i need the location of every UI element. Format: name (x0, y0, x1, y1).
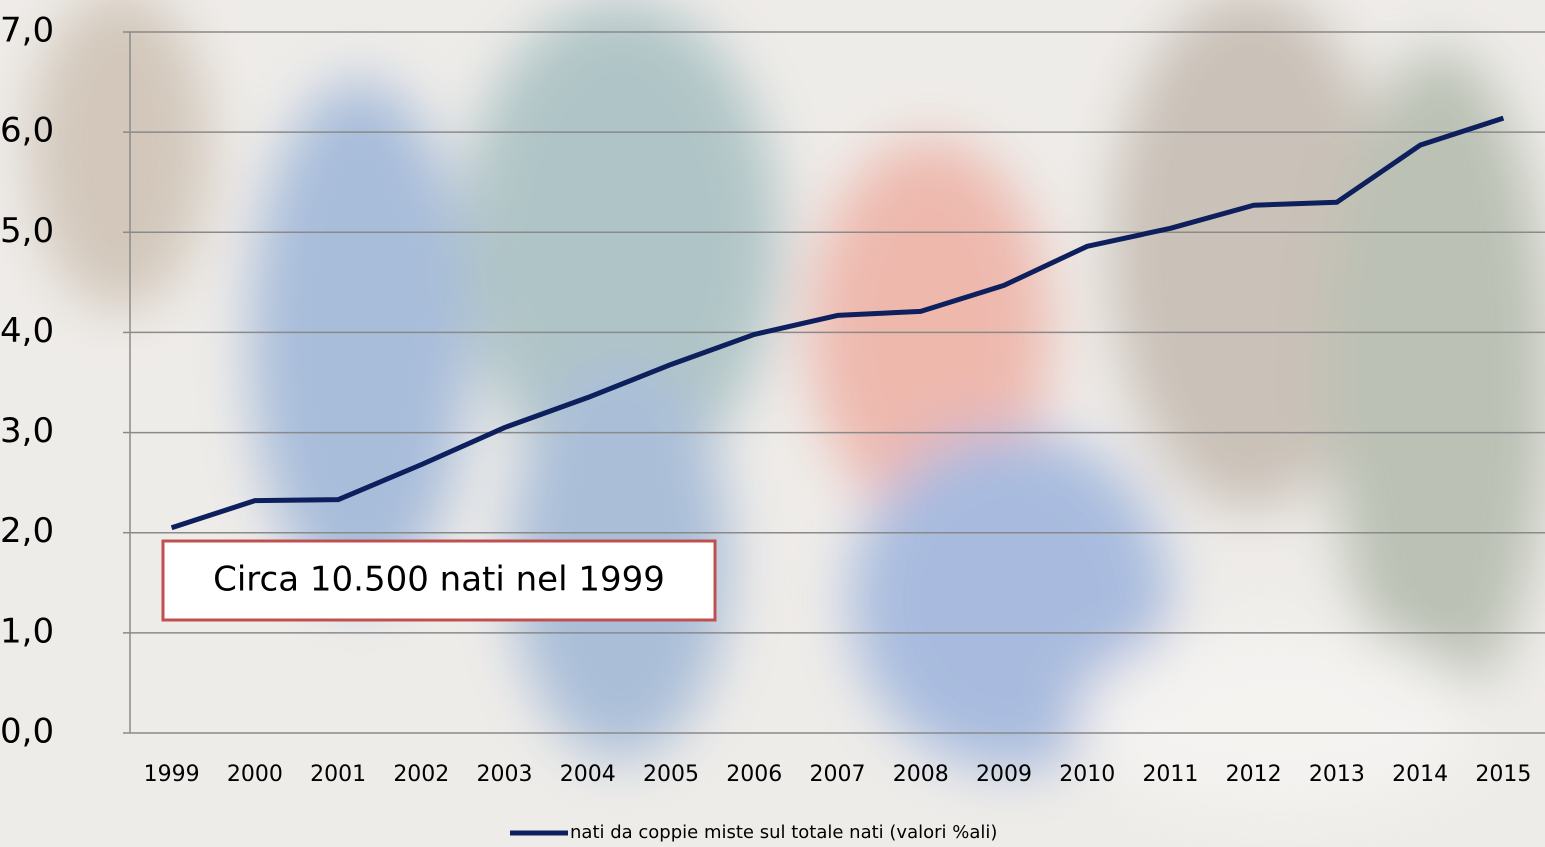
x-tick-label: 2004 (560, 762, 616, 787)
x-tick-label: 2003 (477, 762, 533, 787)
annotation: Circa 10.500 nati nel 1999 (213, 560, 665, 600)
x-tick-label: 2011 (1142, 762, 1198, 787)
legend-label: nati da coppie miste sul totale nati (va… (570, 822, 997, 843)
x-tick-label: 2006 (726, 762, 782, 787)
x-tick-label: 2015 (1475, 762, 1531, 787)
y-tick-label: 7,0 (0, 11, 54, 51)
x-tick-label: 2007 (810, 762, 866, 787)
x-tick-label: 1999 (144, 762, 200, 787)
x-tick-label: 2001 (310, 762, 366, 787)
y-tick-label: 5,0 (0, 211, 54, 251)
x-tick-label: 2013 (1309, 762, 1365, 787)
y-tick-label: 1,0 (0, 611, 54, 651)
x-tick-label: 2012 (1226, 762, 1282, 787)
annotation-box (161, 539, 717, 622)
y-tick-label: 4,0 (0, 311, 54, 351)
x-tick-label: 2005 (643, 762, 699, 787)
x-tick-label: 2002 (393, 762, 449, 787)
y-tick-label: 0,0 (0, 712, 54, 752)
series-line (170, 115, 1505, 531)
y-tick-label: 6,0 (0, 111, 54, 151)
x-tick-label: 2000 (227, 762, 283, 787)
y-tick-label: 2,0 (0, 511, 54, 551)
y-tick-label: 3,0 (0, 411, 54, 451)
x-tick-label: 2014 (1392, 762, 1448, 787)
x-tick-label: 2008 (893, 762, 949, 787)
x-tick-label: 2009 (976, 762, 1032, 787)
x-tick-label: 2010 (1059, 762, 1115, 787)
